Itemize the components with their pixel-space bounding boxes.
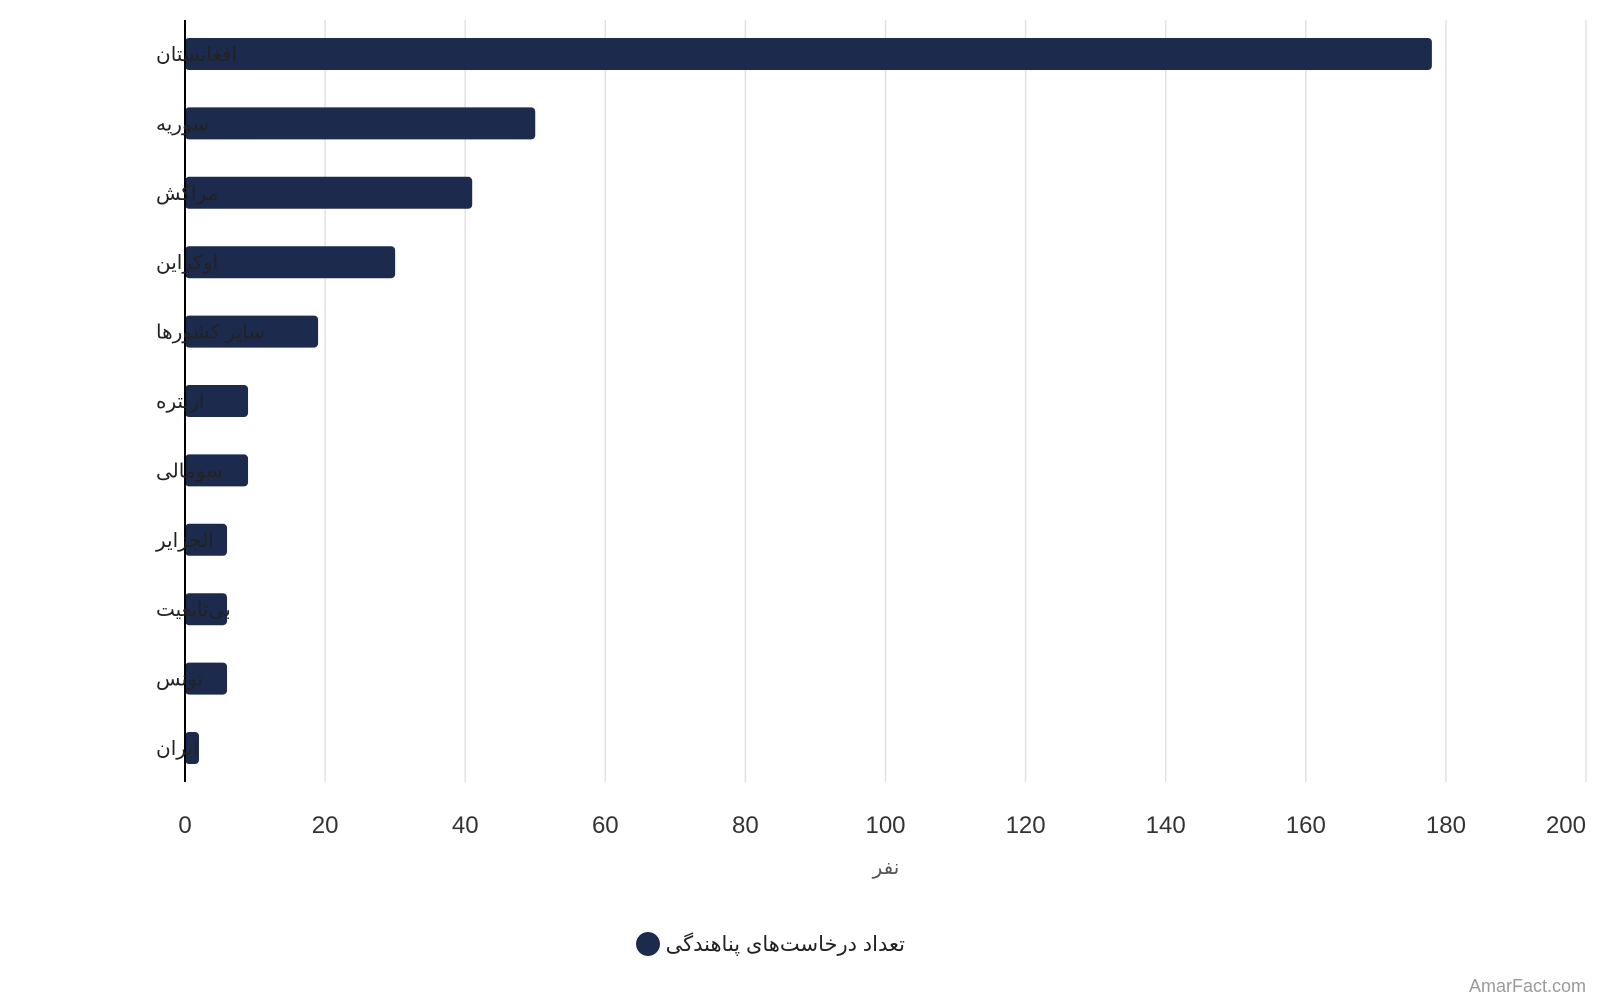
bar[interactable]: [185, 454, 249, 487]
category-label: تونس: [156, 669, 203, 691]
legend[interactable]: تعداد درخاست‌های پناهندگی: [636, 932, 905, 956]
category-labels: افغانستان سوریه مراکش اوکراین سایر کشورها اری…: [155, 44, 265, 760]
bar[interactable]: [185, 385, 249, 417]
x-tick-label: 0: [178, 812, 191, 839]
legend-swatch: [636, 932, 660, 956]
bar[interactable]: [185, 523, 228, 556]
bars: [185, 38, 1432, 764]
x-tick-label: 60: [592, 812, 619, 839]
x-tick-label: 180: [1426, 812, 1466, 839]
bar[interactable]: [185, 246, 396, 279]
bar[interactable]: [185, 662, 228, 695]
category-label: بی‌تابعیت: [156, 599, 231, 621]
x-tick-label: 160: [1286, 812, 1326, 839]
category-label: اریتره: [156, 391, 204, 413]
x-tick-label: 120: [1006, 812, 1046, 839]
category-label: افغانستان: [156, 44, 237, 66]
x-tick-label: 140: [1146, 812, 1186, 839]
category-label: مراکش: [156, 183, 218, 205]
category-label: اوکراین: [156, 252, 218, 274]
bar[interactable]: [185, 176, 473, 209]
x-tick-label: 200: [1546, 812, 1586, 839]
bar[interactable]: [185, 107, 536, 140]
bar[interactable]: [185, 315, 319, 348]
category-label: سوریه: [156, 113, 209, 135]
x-tick-label: 80: [732, 812, 759, 839]
x-axis-title: نفر: [872, 857, 900, 879]
watermark: AmarFact.com: [1469, 976, 1586, 996]
x-tick-label: 20: [312, 812, 339, 839]
x-tick-labels: 0 20 40 60 80 100 120 140 160 180 200: [178, 812, 1586, 839]
bar[interactable]: [185, 732, 200, 764]
x-tick-label: 100: [865, 812, 905, 839]
bar[interactable]: [185, 593, 228, 626]
category-label: ایران: [156, 738, 198, 760]
category-label: سایر کشورها: [156, 322, 265, 344]
category-label: سومالی: [156, 460, 223, 482]
x-tick-label: 40: [452, 812, 479, 839]
category-label: الجزایر: [155, 530, 214, 552]
gridlines: [324, 20, 1587, 782]
legend-label: تعداد درخاست‌های پناهندگی: [666, 932, 906, 956]
bar[interactable]: [185, 38, 1432, 70]
